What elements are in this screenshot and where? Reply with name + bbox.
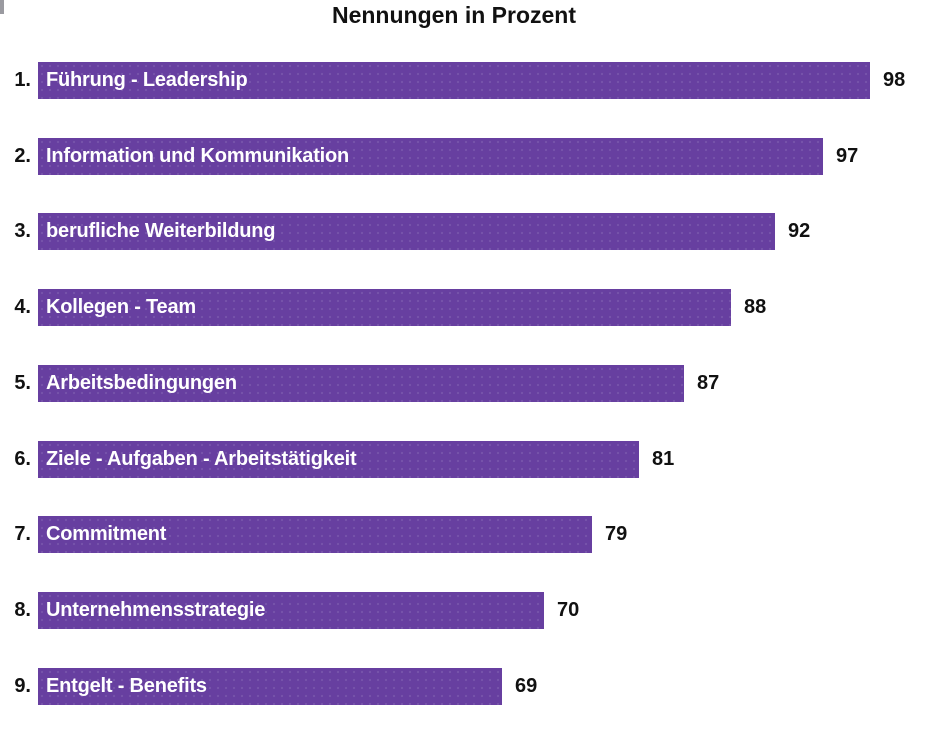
rank-label: 7. (14, 523, 31, 546)
bar: Unternehmensstrategie (38, 591, 544, 629)
bar-category-label: berufliche Weiterbildung (46, 220, 276, 243)
rank-label: 2. (14, 144, 31, 167)
bar: Kollegen - Team (38, 289, 731, 327)
bar-row: 8. Unternehmensstrategie 70 (0, 591, 580, 629)
rank-label: 6. (14, 447, 31, 470)
corner-artifact (0, 0, 4, 14)
bar: Führung - Leadership (38, 62, 870, 99)
rank-label: 8. (14, 598, 31, 621)
bar: Commitment (38, 516, 592, 554)
value-label: 87 (697, 371, 720, 394)
bar-category-label: Unternehmensstrategie (46, 598, 266, 621)
value-label: 88 (744, 296, 767, 319)
rank-label: 5. (14, 371, 31, 394)
value-label: 70 (557, 598, 580, 621)
bar: berufliche Weiterbildung (38, 213, 775, 251)
bar-row: 1. Führung - Leadership 98 (0, 62, 905, 99)
bar-category-label: Kollegen - Team (46, 296, 196, 319)
bar: Information und Kommunikation (38, 137, 823, 175)
chart-title: Nennungen in Prozent (331, 2, 577, 28)
rank-label: 9. (14, 674, 31, 697)
value-label: 69 (515, 674, 538, 697)
value-label: 98 (883, 69, 906, 91)
bar-row: 3. berufliche Weiterbildung 92 (0, 213, 811, 251)
bar: Arbeitsbedingungen (38, 364, 684, 402)
value-label: 81 (652, 447, 675, 470)
bar-row: 6. Ziele - Aufgaben - Arbeitstätigkeit 8… (0, 440, 675, 478)
bar-category-label: Ziele - Aufgaben - Arbeitstätigkeit (46, 447, 357, 470)
bar-category-label: Information und Kommunikation (46, 144, 350, 167)
value-label: 92 (788, 220, 811, 243)
bar-category-label: Commitment (46, 523, 167, 546)
bar: Ziele - Aufgaben - Arbeitstätigkeit (38, 440, 639, 478)
bar-row: 4. Kollegen - Team 88 (0, 289, 767, 327)
rank-label: 4. (14, 296, 31, 319)
bar-category-label: Führung - Leadership (46, 69, 248, 91)
bar-row: 9. Entgelt - Benefits 69 (0, 667, 538, 705)
bar-category-label: Entgelt - Benefits (46, 674, 207, 697)
bar-row: 7. Commitment 79 (0, 516, 628, 554)
bar-row: 2. Information und Kommunikation 97 (0, 137, 859, 175)
bar: Entgelt - Benefits (38, 667, 502, 705)
value-label: 97 (836, 144, 859, 167)
value-label: 79 (605, 523, 628, 546)
bar-category-label: Arbeitsbedingungen (46, 371, 237, 394)
rank-label: 1. (14, 69, 31, 91)
bar-row: 5. Arbeitsbedingungen 87 (0, 364, 720, 402)
rank-label: 3. (14, 220, 31, 243)
